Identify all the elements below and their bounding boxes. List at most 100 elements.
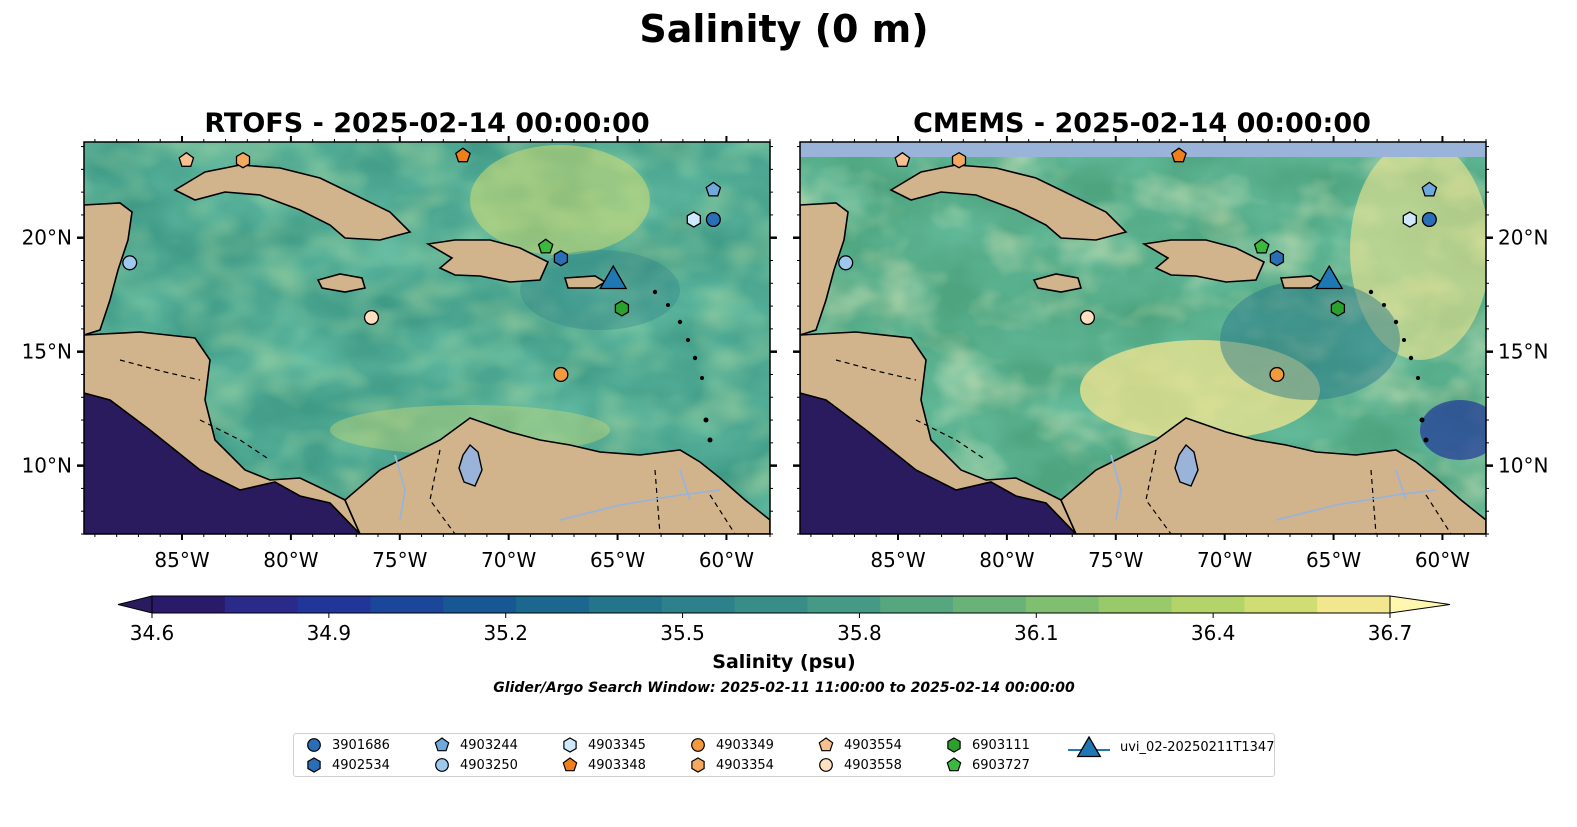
colorbar-bin	[370, 596, 444, 613]
platform-marker-4902534	[1269, 249, 1285, 267]
colorbar-bin	[1098, 596, 1173, 613]
platform-marker-uvi_02-20250211T1347	[1315, 264, 1344, 290]
platform-marker-4903345	[686, 211, 701, 228]
platform-marker-6903111	[1330, 300, 1346, 317]
panel-cmems: CMEMS - 2025-02-14 00:00:00	[793, 108, 1548, 572]
legend-marker-hexagon	[691, 757, 705, 773]
lesser-antilles	[652, 289, 713, 443]
legend-marker-pentagon	[818, 737, 834, 752]
legend-item-4903348: 4903348	[560, 756, 646, 774]
low-salinity-patch	[1420, 400, 1486, 460]
platform-marker-4903354	[235, 151, 251, 169]
colorbar-bin	[297, 596, 372, 613]
legend-item-4902534: 4902534	[304, 756, 390, 774]
map-frame-rtofs	[83, 141, 771, 535]
land-masses	[84, 164, 770, 534]
platform-marker-4903554	[178, 151, 195, 167]
country-borders	[119, 359, 736, 534]
legend-label: 4902534	[332, 757, 390, 773]
colorbar-tick-label: 36.4	[1191, 621, 1236, 645]
platform-marker-4903349	[553, 366, 569, 383]
colorbar-extend-high	[1389, 595, 1451, 614]
search-window-caption: Glider/Argo Search Window: 2025-02-11 11…	[493, 680, 1075, 696]
colorbar-tick-label: 35.8	[837, 621, 882, 645]
legend-item-4903345: 4903345	[560, 736, 646, 754]
legend-label: 6903727	[972, 757, 1030, 773]
legend-marker-triangle	[1068, 735, 1110, 758]
platform-marker-4903558	[1079, 309, 1096, 326]
colorbar: 34.6 34.9 35.2 35.5 35.8 36.1 36.4 36.7 Salinit…	[117, 595, 1451, 696]
lon-tick-label: 80°W	[979, 548, 1034, 572]
legend-item-4903250: 4903250	[432, 756, 518, 774]
legend-marker-circle	[691, 738, 705, 752]
lake-maracaibo	[458, 443, 483, 487]
land-masses	[800, 164, 1486, 534]
legend-label: 3901686	[332, 737, 390, 753]
lat-tick-label: 20°N	[1498, 226, 1548, 250]
lesser-antilles	[1368, 289, 1429, 443]
legend-item-4903554: 4903554	[816, 736, 902, 754]
legend-item-3901686: 3901686	[304, 736, 390, 754]
platform-marker-3901686	[1421, 211, 1437, 228]
legend-label: 4903345	[588, 737, 646, 753]
platform-marker-4903244	[705, 181, 722, 197]
legend-label: 4903348	[588, 757, 646, 773]
colorbar-bin	[734, 596, 809, 613]
legend-label: 4903244	[460, 737, 518, 753]
colorbar-bin	[1317, 596, 1391, 613]
pacific-ocean	[84, 393, 360, 534]
axis-ticks-rtofs: 85°W 80°W 75°W 70°W 65°W 60°W 10°N 15°N 20°N	[22, 136, 777, 572]
colorbar-bin	[516, 596, 590, 613]
colorbar-tick-label: 36.1	[1014, 621, 1059, 645]
lake-maracaibo	[1174, 443, 1199, 487]
lon-tick-label: 85°W	[870, 548, 925, 572]
legend-label: 4903554	[844, 737, 902, 753]
lon-tick-label: 60°W	[699, 548, 754, 572]
lat-tick-label: 15°N	[1498, 340, 1548, 364]
colorbar-bin	[1025, 596, 1100, 613]
high-salinity-patch	[1080, 340, 1320, 440]
colorbar-bin	[880, 596, 954, 613]
lon-tick-label: 60°W	[1415, 548, 1470, 572]
platform-marker-4903244	[1421, 181, 1438, 197]
colorbar-frame	[151, 595, 1391, 614]
platform-marker-4903554	[894, 151, 911, 167]
platform-marker-3901686	[705, 211, 721, 228]
platform-markers-rtofs	[122, 147, 722, 383]
platform-marker-4903250	[122, 255, 138, 271]
platform-marker-6903111	[614, 300, 630, 317]
legend-item-4903349: 4903349	[688, 736, 774, 754]
legend-marker-circle	[435, 758, 449, 772]
missing-data-band	[800, 142, 1486, 157]
colorbar-bin	[1244, 596, 1318, 613]
platform-marker-4903558	[363, 309, 380, 326]
lon-tick-label: 65°W	[590, 548, 645, 572]
panel-title-cmems: CMEMS - 2025-02-14 00:00:00	[913, 108, 1371, 139]
legend-item-4903244: 4903244	[432, 736, 518, 754]
legend-item-6903727: 6903727	[944, 756, 1030, 774]
legend-marker-circle	[307, 738, 321, 752]
platform-marker-uvi_02-20250211T1347	[599, 264, 628, 290]
colorbar-bin	[807, 596, 881, 613]
low-salinity-patch	[520, 250, 680, 330]
colorbar-ticks: 34.6 34.9 35.2 35.5 35.8 36.1 36.4 36.7	[130, 613, 1412, 645]
colorbar-bin	[152, 596, 226, 613]
legend-item-6903111: 6903111	[944, 736, 1030, 754]
platform-marker-4903348	[455, 147, 471, 163]
platform-marker-4903354	[951, 151, 967, 169]
legend-marker-pentagon	[434, 737, 450, 752]
colorbar-tick-label: 34.6	[130, 621, 175, 645]
colorbar-tick-label: 35.2	[483, 621, 528, 645]
colorbar-bin	[953, 596, 1027, 613]
legend-marker-hexagon	[307, 757, 321, 773]
low-salinity-patch	[1220, 280, 1400, 400]
lon-tick-label: 75°W	[372, 548, 427, 572]
platform-legend: 3901686 4902534 4903244 4903250 4903345 49033…	[293, 733, 1275, 777]
lon-tick-label: 65°W	[1306, 548, 1361, 572]
panel-title-rtofs: RTOFS - 2025-02-14 00:00:00	[204, 108, 649, 139]
map-frame-cmems	[799, 141, 1487, 535]
legend-item-4903558: 4903558	[816, 756, 902, 774]
platform-marker-6903727	[537, 238, 554, 254]
legend-label: 4903349	[716, 737, 774, 753]
legend-marker-hexagon	[947, 737, 961, 753]
